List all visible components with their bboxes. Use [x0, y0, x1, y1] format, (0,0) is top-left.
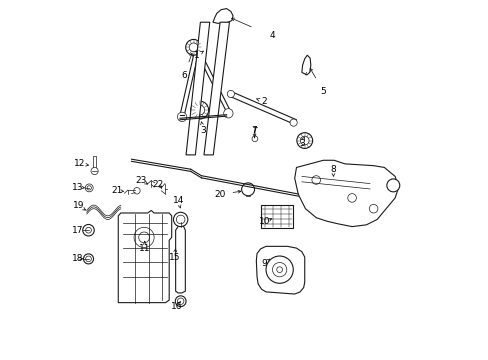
Text: 14: 14 — [172, 196, 183, 205]
Text: 11: 11 — [139, 244, 150, 253]
Text: 20: 20 — [214, 190, 225, 199]
Text: 10: 10 — [258, 217, 269, 226]
Circle shape — [85, 184, 93, 192]
Circle shape — [289, 119, 297, 126]
Circle shape — [175, 296, 185, 307]
Circle shape — [82, 225, 94, 236]
Polygon shape — [228, 91, 296, 125]
Polygon shape — [185, 22, 209, 155]
Circle shape — [185, 40, 201, 55]
Circle shape — [276, 267, 282, 273]
Text: 23: 23 — [135, 176, 146, 185]
Polygon shape — [93, 156, 96, 168]
Text: 6: 6 — [181, 71, 187, 80]
Polygon shape — [212, 9, 233, 23]
Text: 19: 19 — [73, 201, 84, 210]
Circle shape — [241, 183, 254, 196]
Text: 5: 5 — [320, 86, 325, 95]
Text: 1: 1 — [194, 51, 200, 60]
Circle shape — [139, 232, 149, 243]
Text: 9: 9 — [261, 259, 266, 268]
Circle shape — [134, 227, 154, 247]
Text: 3: 3 — [200, 126, 206, 135]
Text: 13: 13 — [72, 183, 83, 192]
Circle shape — [227, 90, 234, 98]
Polygon shape — [256, 246, 304, 294]
Circle shape — [194, 105, 204, 115]
Polygon shape — [301, 55, 310, 75]
Circle shape — [300, 136, 308, 145]
Circle shape — [311, 176, 320, 184]
Circle shape — [87, 186, 91, 190]
Circle shape — [189, 43, 198, 51]
Polygon shape — [203, 22, 229, 155]
Text: 12: 12 — [74, 159, 85, 168]
Circle shape — [296, 133, 312, 148]
Text: 4: 4 — [269, 31, 274, 40]
Circle shape — [176, 215, 184, 224]
Text: 22: 22 — [152, 180, 163, 189]
Circle shape — [251, 136, 257, 141]
Polygon shape — [118, 211, 171, 303]
Circle shape — [85, 256, 91, 262]
Circle shape — [223, 109, 233, 118]
Text: 18: 18 — [72, 254, 83, 263]
Circle shape — [265, 256, 293, 283]
Text: 16: 16 — [171, 302, 183, 311]
Text: 7: 7 — [251, 126, 257, 135]
Circle shape — [347, 194, 356, 202]
Text: 8: 8 — [330, 165, 336, 174]
Polygon shape — [294, 160, 398, 226]
Text: 15: 15 — [168, 253, 180, 262]
Circle shape — [177, 112, 186, 122]
Circle shape — [386, 179, 399, 192]
Circle shape — [85, 227, 91, 233]
Circle shape — [83, 254, 93, 264]
Circle shape — [133, 188, 140, 194]
Text: 21: 21 — [111, 186, 122, 195]
Text: 2: 2 — [261, 97, 266, 106]
Circle shape — [368, 204, 377, 213]
Circle shape — [177, 298, 183, 305]
Polygon shape — [175, 225, 185, 293]
Text: 3: 3 — [298, 139, 304, 148]
Circle shape — [173, 212, 187, 226]
Circle shape — [272, 262, 286, 277]
Circle shape — [190, 101, 208, 119]
FancyBboxPatch shape — [260, 205, 292, 228]
Circle shape — [91, 167, 98, 175]
Text: 17: 17 — [72, 226, 83, 235]
